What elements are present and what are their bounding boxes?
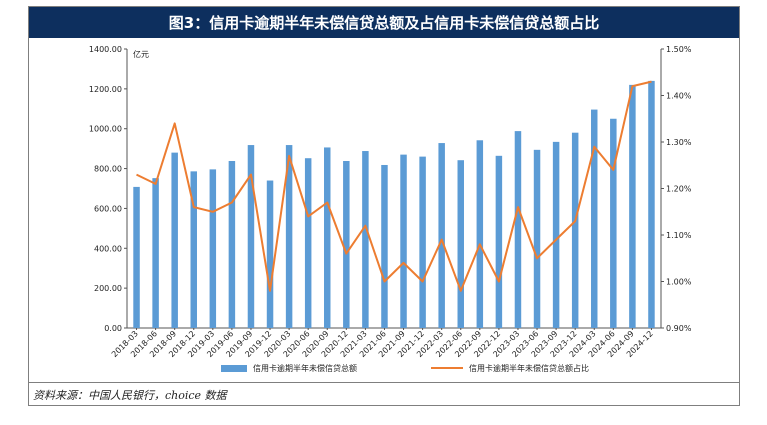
bar: [304, 158, 312, 328]
combo-chart: 0.00 200.00 400.00 600.00 800.00 1000.00 1200.…: [89, 45, 692, 373]
bar: [362, 151, 369, 328]
ratio-line: [136, 80, 652, 292]
bar: [419, 156, 426, 328]
bar: [400, 154, 407, 328]
y-tick-label: 0.00: [104, 324, 122, 333]
legend-bar-swatch: [221, 365, 247, 372]
y2-tick-label: 0.90%: [666, 324, 692, 333]
y2-tick-label: 1.30%: [666, 138, 692, 147]
y-tick-label: 600.00: [94, 204, 122, 213]
bar: [133, 186, 140, 328]
y-tick-label: 400.00: [94, 244, 122, 253]
bar: [171, 152, 178, 328]
y2-tick-label: 1.10%: [666, 231, 692, 240]
bar: [438, 143, 445, 328]
y-tick-label: 1400.00: [89, 45, 122, 54]
bar: [324, 147, 331, 328]
bar: [552, 141, 560, 328]
bar: [648, 80, 655, 328]
y-tick-label: 1000.00: [89, 125, 122, 134]
bar: [152, 178, 159, 328]
bar: [190, 171, 197, 328]
y-tick-label: 1200.00: [89, 85, 122, 94]
source-bar: 资料来源：中国人民银行，choice 数据: [29, 382, 739, 406]
y2-tick-label: 1.50%: [666, 45, 692, 54]
legend-line-label: 信用卡逾期半年未偿信贷总额占比: [469, 363, 589, 373]
bar: [285, 145, 293, 328]
y-tick-label: 800.00: [94, 165, 122, 174]
bar: [591, 109, 598, 328]
bar: [247, 145, 255, 328]
bar: [629, 84, 636, 328]
y2-tick-label: 1.00%: [666, 278, 692, 287]
bar: [476, 140, 484, 328]
source-note: 资料来源：中国人民银行，choice 数据: [33, 389, 227, 402]
bar: [209, 169, 217, 328]
bar: [266, 180, 274, 328]
bar: [514, 131, 522, 328]
y-tick-label: 200.00: [94, 284, 122, 293]
bar: [381, 164, 388, 328]
bar: [457, 160, 464, 328]
bar: [610, 118, 617, 328]
bar: [343, 160, 350, 328]
chart-title: 图3：信用卡逾期半年未偿信贷总额及占信用卡未偿信贷总额占比: [29, 7, 739, 38]
legend-bar-label: 信用卡逾期半年未偿信贷总额: [253, 363, 357, 373]
bar: [495, 155, 503, 328]
chart-frame: 图3：信用卡逾期半年未偿信贷总额及占信用卡未偿信贷总额占比 0.00 200.00…: [28, 6, 740, 406]
y2-tick-label: 1.20%: [666, 185, 692, 194]
bar: [228, 160, 236, 328]
bar: [571, 132, 579, 328]
y2-tick-label: 1.40%: [666, 92, 692, 101]
bar: [533, 149, 541, 328]
y-axis-unit: 亿元: [133, 49, 149, 59]
